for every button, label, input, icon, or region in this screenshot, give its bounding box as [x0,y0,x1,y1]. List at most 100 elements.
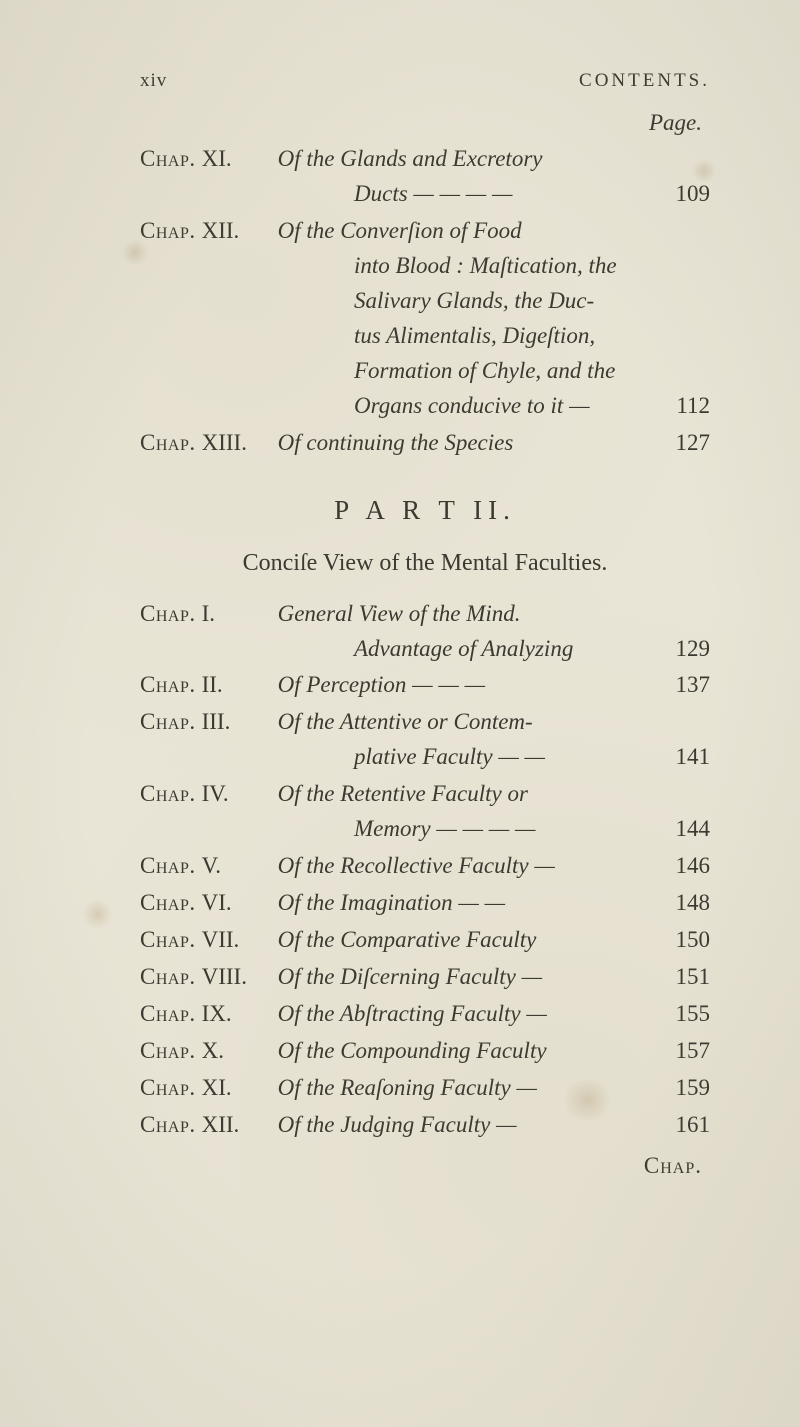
page-number: 150 [652,923,710,958]
toc-entry: Chap.XII.Of the Judging Faculty —161 [140,1108,710,1143]
running-head: xiv CONTENTS. [140,70,710,92]
toc-entry: Chap.II.Of Perception — — —137 [140,668,710,703]
folio-number: xiv [140,70,167,92]
entry-title: Of the Imagination — — [274,886,652,921]
chapter-number: VI. [202,886,274,921]
entry-title: Of the Compounding Faculty [274,1034,652,1069]
chapter-label: Chap. [140,668,196,703]
page-number: 144 [652,812,710,847]
entry-title: Of the Reaſoning Faculty — [274,1071,652,1106]
page-number: 109 [652,177,710,212]
entry-title-cont: tus Alimentalis, Digeſtion, [350,319,652,354]
entry-title: General View of the Mind. [274,597,652,632]
page-number [652,354,710,389]
toc-entry-cont: Formation of Chyle, and the [140,354,710,389]
chapter-label: Chap. [140,849,196,884]
toc-entry-cont: into Blood : Maſtication, the [140,249,710,284]
toc-entry: Chap.IX.Of the Abſtracting Faculty —155 [140,997,710,1032]
page-number: 148 [652,886,710,921]
toc-entry: Chap.I.General View of the Mind. [140,597,710,632]
entry-title: Of the Glands and Excretory [274,142,652,177]
entry-title: Of the Converſion of Food [274,214,652,249]
page-number: 155 [652,997,710,1032]
page-number: 127 [652,426,710,461]
page-column-label: Page. [140,110,710,136]
toc-entry: Chap.XIII.Of continuing the Species127 [140,426,710,461]
chapter-number: VIII. [202,960,274,995]
toc-entry-cont: Ducts — — — —109 [140,177,710,212]
entry-title: Of the Retentive Faculty or [274,777,652,812]
chapter-number: III. [202,705,274,740]
entry-title-cont: plative Faculty — — [350,740,652,775]
toc-entry: Chap.XI.Of the Reaſoning Faculty —159 [140,1071,710,1106]
toc-entry: Chap.VIII.Of the Diſcerning Faculty —151 [140,960,710,995]
entry-title-cont: Ducts — — — — [350,177,652,212]
chapter-label: Chap. [140,142,196,177]
toc-entry: Chap.X.Of the Compounding Faculty157 [140,1034,710,1069]
chapter-label: Chap. [140,1034,196,1069]
chapter-label: Chap. [140,997,196,1032]
chapter-number: VII. [202,923,274,958]
toc-entry-cont: Memory — — — —144 [140,812,710,847]
chapter-number: X. [202,1034,274,1069]
toc-entry: Chap.V.Of the Recollective Faculty —146 [140,849,710,884]
page-number: 112 [652,389,710,424]
part-heading: P A R T II. [140,495,710,526]
page-number: 129 [652,632,710,667]
chapter-number: XI. [202,1071,274,1106]
page-number: 157 [652,1034,710,1069]
entry-title: Of Perception — — — [274,668,652,703]
entry-title-cont: Formation of Chyle, and the [350,354,652,389]
toc-entry-cont: Advantage of Analyzing129 [140,632,710,667]
chapter-number: II. [202,668,274,703]
toc-entry-cont: Salivary Glands, the Duc- [140,284,710,319]
entry-title-cont: Salivary Glands, the Duc- [350,284,652,319]
toc-entry: Chap.III.Of the Attentive or Contem- [140,705,710,740]
entry-title-cont: Organs conducive to it — [350,389,652,424]
entry-title: Of continuing the Species [274,426,652,461]
page-number [652,319,710,354]
section-heading: Conciſe View of the Mental Faculties. [140,550,710,577]
entry-title: Of the Diſcerning Faculty — [274,960,652,995]
chapter-label: Chap. [140,777,196,812]
chapter-label: Chap. [140,886,196,921]
chapter-number: IX. [202,997,274,1032]
toc-entry-cont: Organs conducive to it —112 [140,389,710,424]
chapter-label: Chap. [140,923,196,958]
catchword: Chap. [140,1153,710,1179]
toc-entry: Chap.XII.Of the Converſion of Food [140,214,710,249]
contents-upper: Chap.XI.Of the Glands and ExcretoryDucts… [140,142,710,461]
chapter-number: XIII. [202,426,274,461]
page-number: 159 [652,1071,710,1106]
page-number: 161 [652,1108,710,1143]
chapter-label: Chap. [140,705,196,740]
running-title: CONTENTS. [579,70,710,92]
chapter-label: Chap. [140,1071,196,1106]
entry-title-cont: Memory — — — — [350,812,652,847]
entry-title: Of the Comparative Faculty [274,923,652,958]
chapter-label: Chap. [140,214,196,249]
page-number: 141 [652,740,710,775]
page-number [652,249,710,284]
chapter-number: XI. [202,142,274,177]
toc-entry: Chap.VI.Of the Imagination — —148 [140,886,710,921]
chapter-number: V. [202,849,274,884]
chapter-label: Chap. [140,1108,196,1143]
chapter-label: Chap. [140,426,196,461]
entry-title: Of the Judging Faculty — [274,1108,652,1143]
chapter-number: XII. [202,214,274,249]
entry-title-cont: into Blood : Maſtication, the [350,249,652,284]
toc-entry-cont: tus Alimentalis, Digeſtion, [140,319,710,354]
chapter-number: IV. [202,777,274,812]
page-number: 137 [652,668,710,703]
toc-entry: Chap.VII.Of the Comparative Faculty150 [140,923,710,958]
toc-entry: Chap.XI.Of the Glands and Excretory [140,142,710,177]
toc-entry-cont: plative Faculty — —141 [140,740,710,775]
page-number [652,284,710,319]
scanned-page: xiv CONTENTS. Page. Chap.XI.Of the Gland… [0,0,800,1427]
toc-entry: Chap.IV.Of the Retentive Faculty or [140,777,710,812]
chapter-label: Chap. [140,597,196,632]
chapter-label: Chap. [140,960,196,995]
page-number: 151 [652,960,710,995]
chapter-number: I. [202,597,274,632]
